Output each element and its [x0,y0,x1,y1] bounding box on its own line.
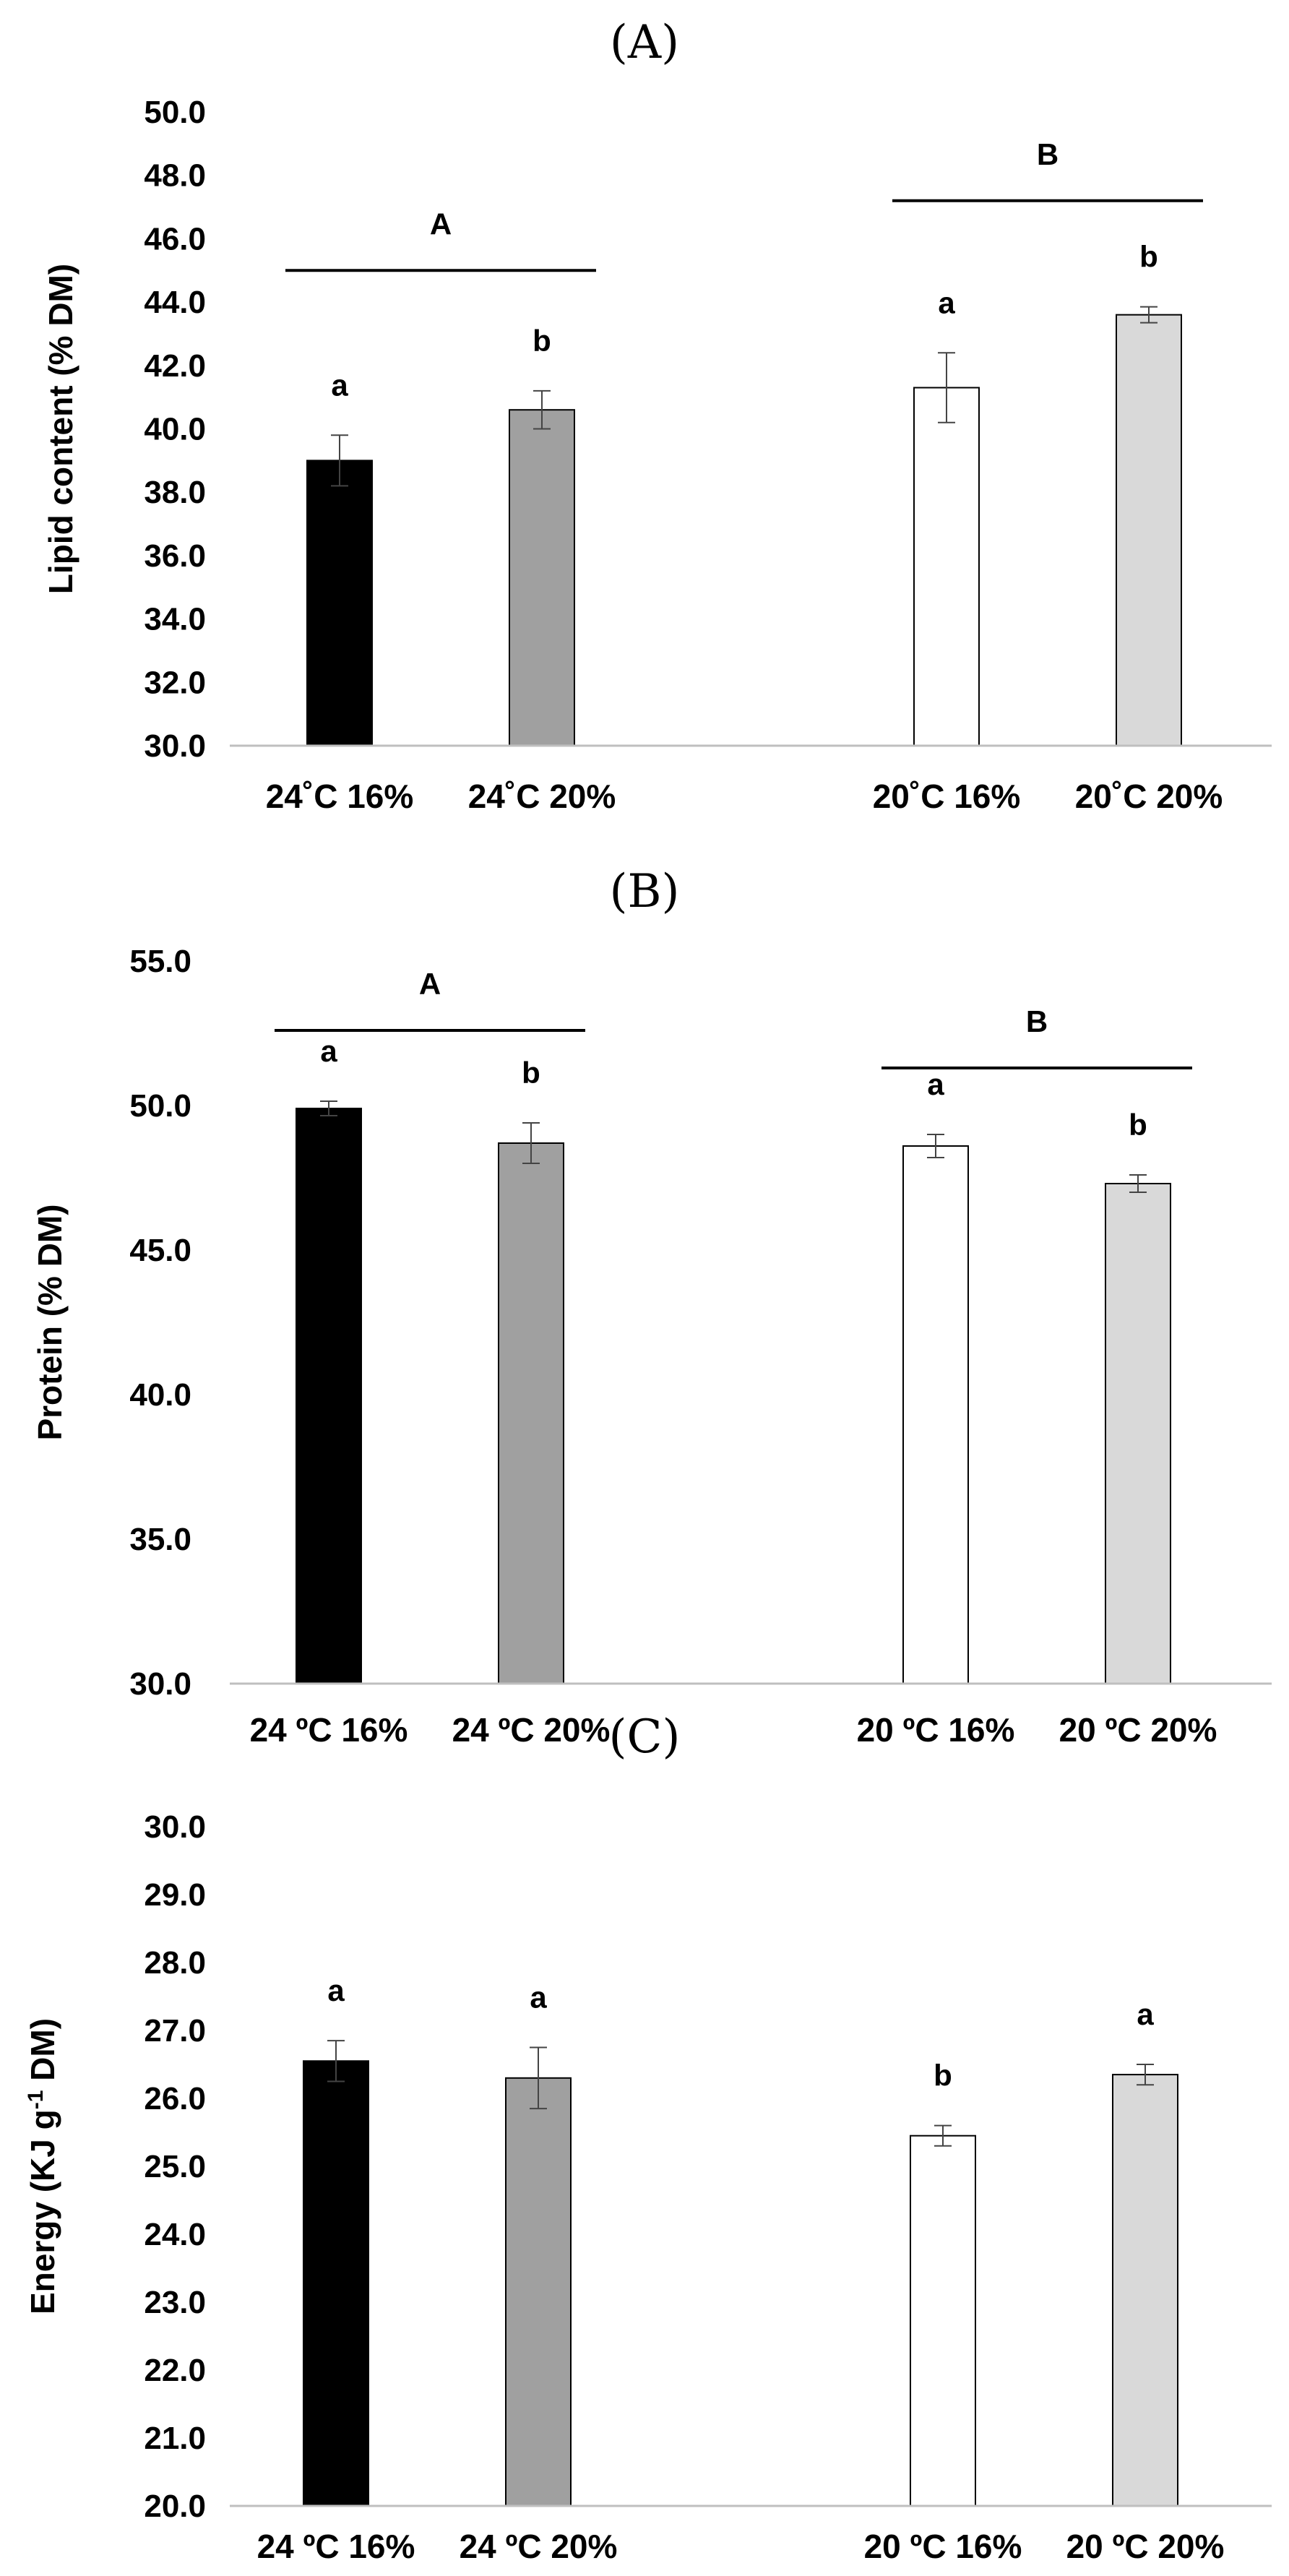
bar [303,2060,369,2507]
y-tick-label: 30.0 [144,728,206,764]
y-tick-label: 30.0 [129,1666,191,1702]
y-tick-label: 23.0 [144,2285,206,2320]
y-tick-label: 28.0 [144,1945,206,1981]
group-label: B [1037,137,1059,171]
significance-letter: a [331,368,348,402]
y-tick-label: 44.0 [144,285,206,320]
y-tick-label: 30.0 [144,1809,206,1845]
significance-letter: b [1139,240,1158,274]
bar [913,387,980,746]
category-label: 24˚C 16% [266,777,414,815]
category-label: 24 ºC 20% [460,2528,618,2565]
significance-letter: a [938,285,955,319]
y-axis-label: Energy (KJ g-1 DM) [24,2018,62,2314]
significance-letter: b [934,2059,952,2093]
category-label: 24˚C 20% [468,777,616,815]
category-label: 24 ºC 16% [257,2528,415,2565]
significance-letter: b [1129,1108,1147,1142]
y-tick-label: 55.0 [129,944,191,979]
category-label: 20 ºC 20% [1059,1711,1217,1749]
panel-title-b: (B) [610,865,680,918]
bar [296,1108,362,1684]
group-label: B [1026,1004,1048,1038]
category-label: 24 ºC 16% [250,1711,408,1749]
category-label: 20˚C 20% [1075,777,1223,815]
y-axis-label-tail: DM) [24,2018,61,2090]
y-tick-label: 36.0 [144,538,206,574]
significance-letter: b [522,1056,540,1090]
chart-lipid: 30.0 32.0 34.0 36.0 38.0 40.0 42.0 44.0 46.0 48.0… [42,95,1272,815]
y-tick-label: 45.0 [129,1233,191,1268]
y-tick-label: 25.0 [144,2149,206,2184]
significance-letter: a [1137,1997,1154,2031]
y-tick-label: 32.0 [144,665,206,700]
bar [1105,1183,1171,1684]
significance-letter: a [320,1034,337,1068]
category-label: 20˚C 16% [873,777,1021,815]
category-label: 20 ºC 20% [1066,2528,1225,2565]
bar [1116,314,1182,746]
significance-letter: a [530,1981,547,2015]
bar [1112,2074,1178,2507]
significance-letter: a [327,1973,345,2007]
bar [509,409,575,746]
y-tick-label: 27.0 [144,2013,206,2049]
y-tick-label: 21.0 [144,2421,206,2456]
y-tick-label: 50.0 [129,1088,191,1124]
y-axis-label: Protein (% DM) [31,1204,69,1440]
bar [505,2077,572,2507]
bar [306,460,373,746]
y-tick-label: 20.0 [144,2489,206,2524]
y-axis-label-superscript: -1 [24,2090,48,2110]
chart-protein: 30.0 35.0 40.0 45.0 50.0 55.0 Protein (% DM) a 2… [31,944,1272,1749]
y-tick-label: 50.0 [144,95,206,130]
chart-energy: 20.0 21.0 22.0 23.0 24.0 25.0 26.0 27.0 28.0 29.0… [24,1809,1272,2565]
significance-letter: a [927,1067,944,1101]
y-tick-label: 40.0 [144,412,206,447]
group-label: A [419,967,441,1001]
category-label: 20 ºC 16% [864,2528,1022,2565]
y-tick-label: 29.0 [144,1877,206,1913]
bar [910,2135,976,2507]
y-tick-label: 26.0 [144,2081,206,2116]
bar [902,1145,969,1684]
group-label: A [430,207,452,241]
y-tick-label: 34.0 [144,602,206,637]
panel-title-a: (A) [610,16,679,69]
category-label: 20 ºC 16% [857,1711,1015,1749]
panel-title-c: (C) [609,1710,681,1764]
y-tick-label: 22.0 [144,2353,206,2388]
y-axis-label: Lipid content (% DM) [42,264,79,594]
y-tick-label: 24.0 [144,2217,206,2252]
significance-letter: b [533,324,551,358]
y-tick-label: 38.0 [144,475,206,510]
y-tick-label: 46.0 [144,221,206,257]
y-tick-label: 42.0 [144,348,206,384]
y-tick-label: 48.0 [144,158,206,194]
bar [498,1142,564,1684]
y-tick-label: 35.0 [129,1522,191,1557]
category-label: 24 ºC 20% [452,1711,611,1749]
y-tick-label: 40.0 [129,1377,191,1413]
